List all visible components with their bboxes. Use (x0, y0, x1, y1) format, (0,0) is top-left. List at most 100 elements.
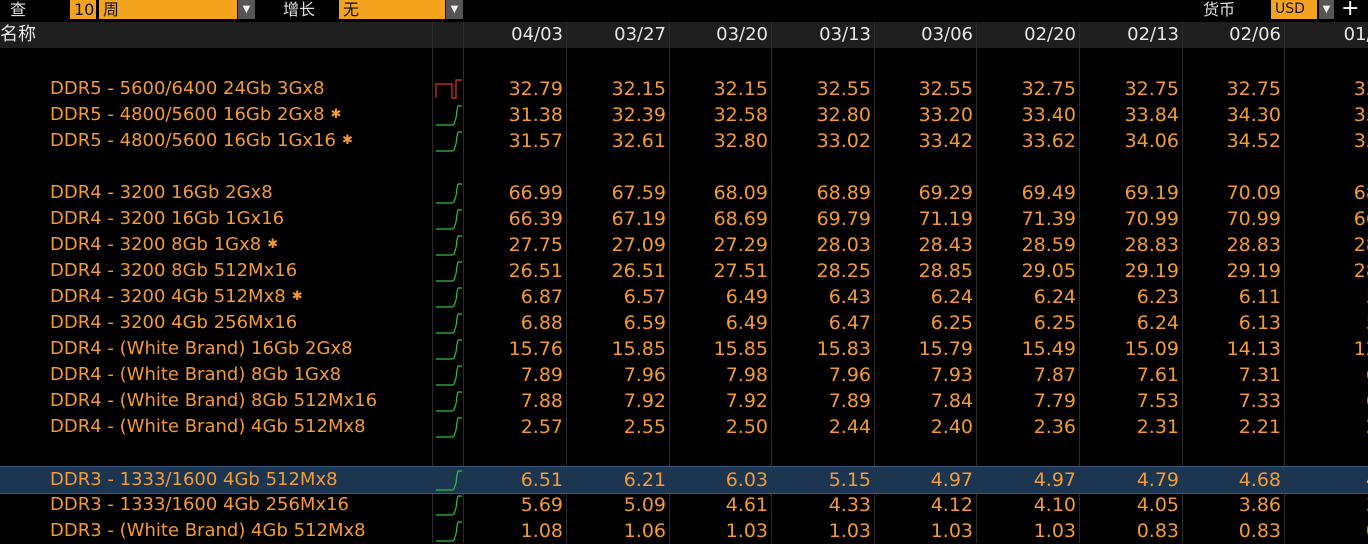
currency-dropdown-icon[interactable]: ▼ (1319, 0, 1334, 19)
price-cell[interactable]: 6.87 (520, 286, 563, 308)
price-cell[interactable]: 66. (1353, 208, 1368, 230)
price-cell[interactable]: 7.61 (1136, 364, 1179, 386)
price-cell[interactable]: 70.09 (1226, 182, 1281, 204)
price-cell[interactable]: 28. (1353, 260, 1368, 282)
table-row[interactable]: DDR4 - 3200 4Gb 512Mx8 ✱ 6.87 6.57 6.49 6.43 6… (0, 284, 1368, 310)
table-row[interactable]: DDR4 - (White Brand) 4Gb 512Mx8 2.57 2.55 2… (0, 414, 1368, 440)
price-cell[interactable]: 34.30 (1226, 104, 1281, 126)
price-cell[interactable]: 66.99 (508, 182, 563, 204)
price-cell[interactable]: 27.09 (611, 234, 666, 256)
price-cell[interactable]: 33.40 (1021, 104, 1076, 126)
price-cell[interactable]: 32.15 (713, 78, 768, 100)
price-cell[interactable]: 6.24 (930, 286, 973, 308)
sparkline-chart[interactable] (434, 520, 464, 542)
price-cell[interactable]: 28.83 (1124, 234, 1179, 256)
price-cell[interactable]: 6.47 (828, 312, 871, 334)
date-column-header[interactable]: 01/3 (1343, 24, 1368, 45)
price-cell[interactable]: 6. (1284, 388, 1368, 414)
price-cell[interactable]: 6.57 (623, 286, 666, 308)
price-cell[interactable]: 29.19 (1124, 260, 1179, 282)
price-cell[interactable]: 32.75 (1021, 78, 1076, 100)
price-cell[interactable]: 32.75 (1124, 78, 1179, 100)
price-cell[interactable]: 15.79 (918, 338, 973, 360)
product-name[interactable]: DDR5 - 5600/6400 24Gb 3Gx8 (50, 76, 325, 102)
price-cell[interactable]: 32.80 (816, 104, 871, 126)
price-cell[interactable]: 2.40 (930, 416, 973, 438)
price-cell[interactable]: 33.02 (816, 130, 871, 152)
price-cell[interactable]: 7.96 (623, 364, 666, 386)
price-cell[interactable]: 29.19 (1226, 260, 1281, 282)
price-cell[interactable]: 6.11 (1238, 286, 1281, 308)
price-cell[interactable]: 33. (1353, 78, 1368, 100)
price-cell[interactable]: 6.51 (520, 469, 563, 491)
growth-select[interactable]: 无 (339, 0, 445, 19)
price-cell[interactable]: 6.23 (1136, 286, 1179, 308)
price-cell[interactable]: 32.15 (611, 78, 666, 100)
price-cell[interactable]: 15.85 (611, 338, 666, 360)
price-cell[interactable]: 32.39 (611, 104, 666, 126)
table-row[interactable]: DDR4 - (White Brand) 16Gb 2Gx8 15.76 15.85… (0, 336, 1368, 362)
currency-select[interactable]: USD (1271, 0, 1317, 19)
sparkline-chart[interactable] (434, 338, 464, 360)
price-cell[interactable]: 4.97 (930, 469, 973, 491)
price-cell[interactable]: 4.97 (1033, 469, 1076, 491)
price-cell[interactable]: 33.42 (918, 130, 973, 152)
price-cell[interactable]: 2.31 (1136, 416, 1179, 438)
price-cell[interactable]: 7.92 (725, 390, 768, 412)
table-row[interactable]: DDR4 - (White Brand) 8Gb 1Gx8 7.89 7.96 7.9… (0, 362, 1368, 388)
price-cell[interactable]: 33.20 (918, 104, 973, 126)
price-cell[interactable]: 71.39 (1021, 208, 1076, 230)
sparkline-chart[interactable] (434, 364, 464, 386)
price-cell[interactable]: 32.79 (508, 78, 563, 100)
product-name[interactable]: DDR3 - (White Brand) 4Gb 512Mx8 (50, 518, 366, 544)
price-cell[interactable]: 70.99 (1124, 208, 1179, 230)
price-cell[interactable]: 32.55 (816, 78, 871, 100)
price-cell[interactable]: 27.29 (713, 234, 768, 256)
price-cell[interactable]: 5.69 (520, 494, 563, 516)
sparkline-chart[interactable] (434, 286, 464, 308)
product-name[interactable]: DDR4 - 3200 8Gb 1Gx8 ✱ (50, 232, 278, 258)
sparkline-chart[interactable] (434, 494, 464, 516)
price-cell[interactable]: 2.21 (1238, 416, 1281, 438)
price-cell[interactable]: 3.86 (1238, 494, 1281, 516)
price-cell[interactable]: 68.69 (713, 208, 768, 230)
query-unit-dropdown-icon[interactable]: ▼ (238, 0, 255, 19)
price-cell[interactable]: 12. (1353, 338, 1368, 360)
price-cell[interactable]: 67.19 (611, 208, 666, 230)
price-cell[interactable]: 69.49 (1021, 182, 1076, 204)
table-row[interactable]: DDR5 - 5600/6400 24Gb 3Gx8 32.79 32.15 32.1… (0, 76, 1368, 102)
price-cell[interactable]: 7.98 (725, 364, 768, 386)
price-cell[interactable]: 6.43 (828, 286, 871, 308)
price-cell[interactable]: 7.89 (828, 390, 871, 412)
table-row[interactable]: DDR4 - 3200 8Gb 1Gx8 ✱ 27.75 27.09 27.29 28.0… (0, 232, 1368, 258)
price-cell[interactable]: 4.68 (1238, 469, 1281, 491)
price-cell[interactable]: 32.61 (611, 130, 666, 152)
price-cell[interactable]: 5.09 (623, 494, 666, 516)
date-column-header[interactable]: 02/20 (1024, 24, 1076, 45)
price-cell[interactable]: 34.06 (1124, 130, 1179, 152)
price-cell[interactable]: 7.79 (1033, 390, 1076, 412)
price-cell[interactable]: 27.75 (508, 234, 563, 256)
product-name[interactable]: DDR5 - 4800/5600 16Gb 2Gx8 ✱ (50, 102, 341, 128)
price-cell[interactable]: 5. (1284, 284, 1368, 310)
plus-zoom-icon[interactable]: + (1341, 0, 1360, 21)
product-name[interactable]: DDR4 - 3200 4Gb 512Mx8 ✱ (50, 284, 303, 310)
table-row[interactable]: DDR4 - 3200 16Gb 2Gx8 66.99 67.59 68.09 68.8… (0, 180, 1368, 206)
sparkline-chart[interactable] (434, 208, 464, 230)
date-column-header[interactable]: 04/03 (511, 24, 563, 45)
table-row[interactable]: DDR5 - 4800/5600 16Gb 2Gx8 ✱ 31.38 32.39 32.… (0, 102, 1368, 128)
price-cell[interactable]: 7.87 (1033, 364, 1076, 386)
price-cell[interactable]: 6.49 (725, 312, 768, 334)
price-cell[interactable]: 0.83 (1136, 520, 1179, 542)
product-name[interactable]: DDR4 - 3200 16Gb 1Gx16 (50, 206, 284, 232)
date-column-header[interactable]: 03/13 (819, 24, 871, 45)
price-cell[interactable]: 6. (1284, 362, 1368, 388)
price-cell[interactable]: 26.51 (508, 260, 563, 282)
price-cell[interactable]: 4.79 (1136, 469, 1179, 491)
sparkline-chart[interactable] (434, 182, 464, 204)
price-cell[interactable]: 7.33 (1238, 390, 1281, 412)
price-cell[interactable]: 7.96 (828, 364, 871, 386)
price-cell[interactable]: 31.38 (508, 104, 563, 126)
price-cell[interactable]: 31.57 (508, 130, 563, 152)
sparkline-chart[interactable] (434, 104, 464, 126)
